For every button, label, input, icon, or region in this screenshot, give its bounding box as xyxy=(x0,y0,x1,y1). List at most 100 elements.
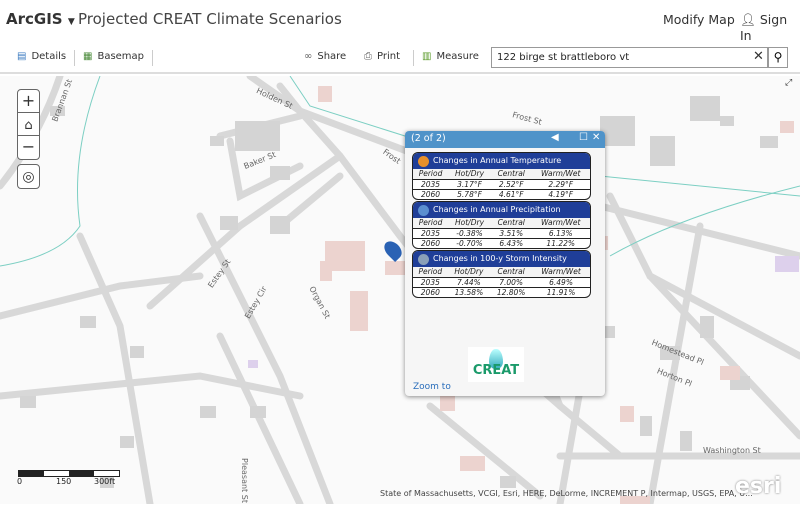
divider xyxy=(74,50,75,66)
app-header: ArcGIS ▼ Projected CREAT Climate Scenari… xyxy=(0,0,800,43)
street-label: Pleasant St xyxy=(239,458,249,503)
share-button[interactable]: ∞ Share xyxy=(304,51,347,62)
locate-icon: ◎ xyxy=(22,169,35,185)
climate-card: Changes in Annual Temperature Period Hot/D… xyxy=(412,152,591,200)
toolbar: ▤ Details ▦ Basemap ∞ Share ⎙ Print ▥ Measure… xyxy=(0,40,800,74)
table-row: 2060 -0.70% 6.43% 11.22% xyxy=(413,237,590,248)
column-header: Warm/Wet xyxy=(531,169,590,179)
sign-in-link[interactable]: 👤︎ Sign In xyxy=(740,12,788,43)
column-header: Hot/Dry xyxy=(448,218,491,228)
column-header: Central xyxy=(491,218,532,228)
zoom-to-link[interactable]: Zoom to xyxy=(413,382,451,392)
arcgis-logo: ArcGIS xyxy=(6,10,63,28)
storm-icon xyxy=(418,253,429,265)
column-header: Warm/Wet xyxy=(531,218,590,228)
column-header: Period xyxy=(413,267,448,277)
table-row: 2035 -0.38% 3.51% 6.13% xyxy=(413,227,590,238)
info-popup: (2 of 2) ◀ ☐ ✕ Changes in Annual Tempera… xyxy=(405,131,605,396)
chevron-down-icon: ▼ xyxy=(67,17,75,27)
table-cell: 2035 xyxy=(413,227,449,238)
search-icon: ⚲ xyxy=(773,50,783,64)
table-cell: 13.58% xyxy=(447,286,491,297)
share-icon: ∞ xyxy=(304,51,313,62)
popup-header: (2 of 2) ◀ ☐ ✕ xyxy=(405,131,605,148)
measure-icon: ▥ xyxy=(422,51,432,62)
climate-table: Period Hot/Dry Central Warm/Wet 2035 7.44% 7.0… xyxy=(413,267,590,297)
home-button[interactable]: ⌂ xyxy=(18,113,39,136)
column-header: Warm/Wet xyxy=(532,267,590,277)
thermometer-icon xyxy=(418,155,429,167)
print-button[interactable]: ⎙ Print xyxy=(364,51,401,62)
scale-label: 0 xyxy=(17,477,23,486)
purple-building xyxy=(775,256,799,272)
card-header: Changes in Annual Precipitation xyxy=(413,202,590,218)
column-header: Central xyxy=(491,169,532,179)
clear-search-icon[interactable]: ✕ xyxy=(753,49,764,64)
table-header-row: Period Hot/Dry Central Warm/Wet xyxy=(413,218,590,228)
column-header: Hot/Dry xyxy=(448,169,491,179)
card-header: Changes in Annual Temperature xyxy=(413,153,590,169)
droplet-icon xyxy=(489,349,503,369)
details-button[interactable]: ▤ Details xyxy=(17,51,67,62)
table-cell: 11.22% xyxy=(531,237,590,248)
column-header: Period xyxy=(413,169,449,179)
scale-bar xyxy=(18,470,120,477)
scale-label: 300ft xyxy=(94,477,116,486)
table-cell: 6.13% xyxy=(531,227,590,238)
table-cell: 4.19°F xyxy=(531,188,590,199)
buildings xyxy=(20,96,778,488)
column-header: Period xyxy=(413,218,449,228)
basemap-icon: ▦ xyxy=(83,51,93,62)
home-icon: ⌂ xyxy=(24,118,33,133)
divider xyxy=(413,50,414,66)
arcgis-menu[interactable]: ArcGIS ▼ xyxy=(6,10,75,28)
table-cell: 2060 xyxy=(413,237,449,248)
highlighted-buildings xyxy=(318,86,794,504)
zoom-in-button[interactable]: + xyxy=(18,90,39,113)
user-icon: 👤︎ xyxy=(740,12,756,27)
search-input[interactable] xyxy=(491,47,768,68)
scale-label: 150 xyxy=(56,477,72,486)
previous-feature-icon[interactable]: ◀ xyxy=(551,132,559,143)
search-button[interactable]: ⚲ xyxy=(768,47,788,68)
table-cell: 2.52°F xyxy=(491,178,532,189)
map-attribution: State of Massachusetts, VCGI, Esri, HERE… xyxy=(380,489,753,498)
basemap-layer xyxy=(0,76,800,504)
creat-logo: CREAT xyxy=(468,347,524,382)
zoom-controls: + ⌂ − xyxy=(17,89,40,160)
close-icon[interactable]: ✕ xyxy=(592,132,601,143)
expand-icon[interactable]: ⤢ xyxy=(785,78,793,88)
card-header: Changes in 100-y Storm Intensity xyxy=(413,251,590,267)
table-cell: 12.80% xyxy=(490,286,533,297)
table-cell: -0.70% xyxy=(448,237,491,248)
maximize-icon[interactable]: ☐ xyxy=(579,132,588,143)
climate-card: Changes in 100-y Storm Intensity Period Ho… xyxy=(412,250,591,298)
table-row: 2035 7.44% 7.00% 6.49% xyxy=(413,276,590,287)
details-icon: ▤ xyxy=(17,51,27,62)
table-row: 2035 3.17°F 2.52°F 2.29°F xyxy=(413,178,590,189)
zoom-out-button[interactable]: − xyxy=(21,137,36,156)
table-cell: 2060 xyxy=(413,188,449,199)
map-title: Projected CREAT Climate Scenarios xyxy=(78,10,342,28)
measure-button[interactable]: ▥ Measure xyxy=(422,51,479,62)
table-cell: 7.44% xyxy=(447,276,491,287)
map-canvas[interactable]: Brannan St Holden St Frost St Baker St F… xyxy=(0,76,800,504)
table-cell: 7.00% xyxy=(490,276,533,287)
climate-table: Period Hot/Dry Central Warm/Wet 2035 3.17°F 2.… xyxy=(413,169,590,199)
basemap-button[interactable]: ▦ Basemap xyxy=(83,51,145,62)
locate-button[interactable]: ◎ xyxy=(17,164,40,189)
column-header: Hot/Dry xyxy=(447,267,491,277)
raindrops-icon xyxy=(418,204,429,216)
table-header-row: Period Hot/Dry Central Warm/Wet xyxy=(413,267,590,277)
column-header: Central xyxy=(490,267,533,277)
table-cell: -0.38% xyxy=(448,227,491,238)
purple-building xyxy=(248,360,258,368)
modify-map-link[interactable]: Modify Map xyxy=(663,12,735,27)
table-row: 2060 13.58% 12.80% 11.91% xyxy=(413,286,590,297)
table-cell: 3.51% xyxy=(491,227,532,238)
table-cell: 6.43% xyxy=(491,237,532,248)
table-cell: 2035 xyxy=(413,276,448,287)
table-cell: 2.29°F xyxy=(531,178,590,189)
table-cell: 4.61°F xyxy=(491,188,532,199)
esri-logo: esri xyxy=(735,474,782,499)
